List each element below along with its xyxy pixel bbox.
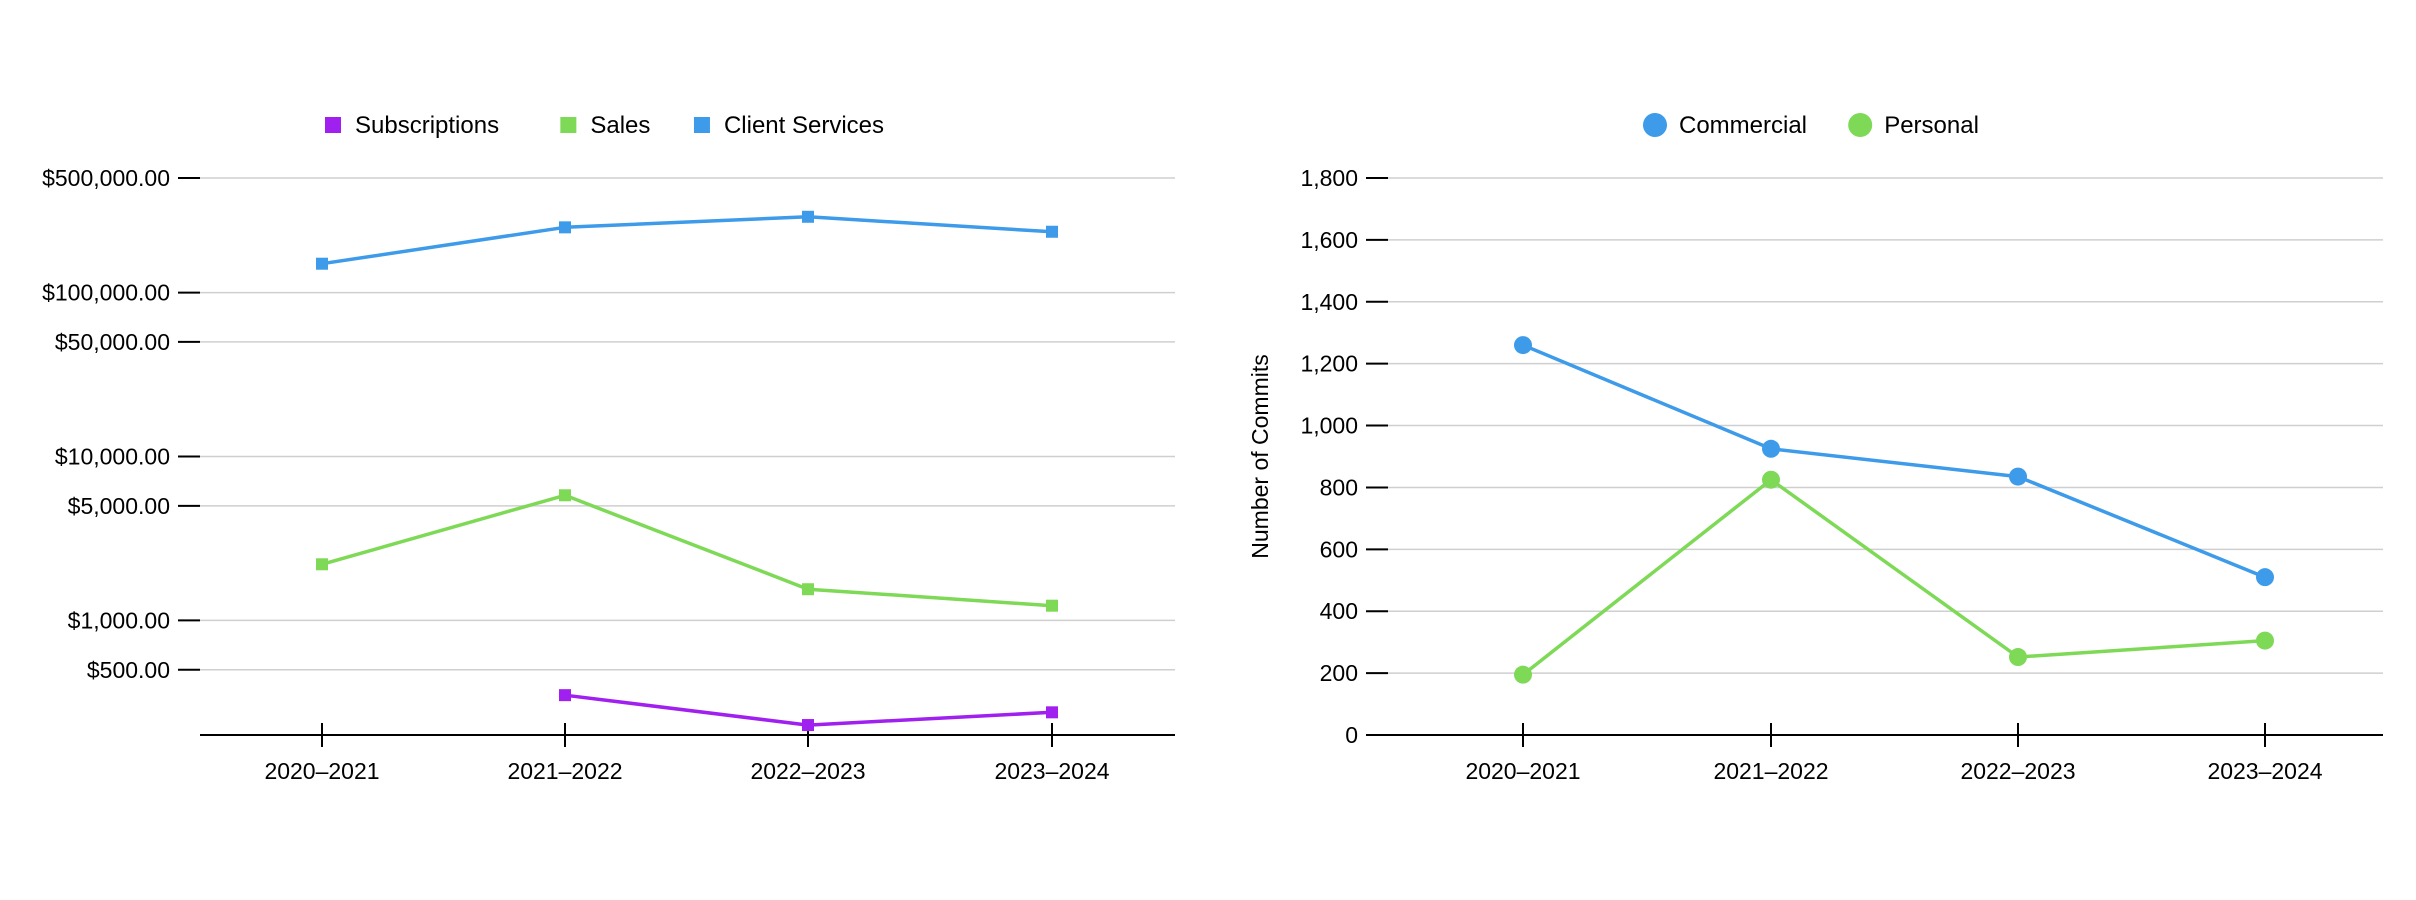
y-tick-label: 0: [1345, 722, 1358, 748]
y-tick-label: 1,400: [1300, 289, 1358, 315]
data-point-client-services: [1046, 225, 1058, 238]
x-tick-label: 2022–2023: [750, 758, 865, 784]
data-point-personal: [2256, 631, 2274, 650]
data-point-commercial: [1514, 336, 1532, 355]
legend-label-commercial: Commercial: [1679, 112, 1807, 139]
x-tick-label: 2023–2024: [2207, 758, 2322, 784]
data-point-personal: [1762, 470, 1780, 489]
y-tick-label: $10,000.00: [55, 444, 170, 470]
data-point-client-services: [316, 257, 328, 270]
y-tick-label: $5,000.00: [68, 493, 170, 519]
x-tick-label: 2022–2023: [1960, 758, 2075, 784]
data-point-sales: [802, 583, 814, 596]
data-point-commercial: [2256, 568, 2274, 587]
y-tick-label: 600: [1320, 536, 1358, 562]
data-point-subscriptions: [559, 689, 571, 702]
y-tick-label: $50,000.00: [55, 329, 170, 355]
y-tick-label: $500.00: [87, 657, 170, 683]
series-line-sales: [321, 493, 1053, 608]
y-tick-label: $1,000.00: [68, 607, 170, 633]
data-point-client-services: [802, 210, 814, 223]
y-tick-label: 800: [1320, 474, 1358, 500]
legend-label-personal: Personal: [1884, 112, 1979, 139]
series-line-client-services: [321, 215, 1053, 266]
y-tick-label: 1,200: [1300, 351, 1358, 377]
legend-label-client-services: Client Services: [724, 112, 884, 139]
legend-label-sales: Sales: [590, 112, 650, 139]
commits-chart: 1,800 1,600 1,400 1,200 1,000 800 600 400 200 0 20…: [1247, 112, 2383, 784]
y-tick-label: 1,000: [1300, 413, 1358, 439]
y-tick-label: 1,800: [1300, 165, 1358, 191]
legend-swatch-client-services: [693, 117, 710, 133]
series-line-commercial: [1522, 343, 2266, 579]
y-tick-label: 1,600: [1300, 227, 1358, 253]
legend-swatch-sales: [560, 117, 577, 133]
data-point-commercial: [1762, 439, 1780, 458]
x-tick-label: 2021–2022: [1713, 758, 1828, 784]
x-tick-label: 2021–2022: [507, 758, 622, 784]
y-tick-label: 400: [1320, 598, 1358, 624]
data-point-client-services: [559, 221, 571, 234]
revenue-chart: $500,000.00 $100,000.00 $50,000.00 $10,000.…: [42, 112, 1175, 784]
series-line-personal: [1521, 477, 2266, 677]
data-point-personal: [1514, 665, 1532, 684]
data-point-subscriptions: [802, 719, 814, 732]
x-tick-label: 2020–2021: [264, 758, 379, 784]
x-tick-label: 2023–2024: [994, 758, 1109, 784]
data-point-commercial: [2009, 467, 2027, 486]
data-point-personal: [2009, 648, 2027, 667]
x-tick-label: 2020–2021: [1465, 758, 1580, 784]
legend-swatch-personal: [1848, 113, 1873, 137]
data-point-sales: [316, 558, 328, 571]
y-axis-title: Number of Commits: [1247, 354, 1273, 558]
legend-swatch-commercial: [1643, 113, 1667, 137]
y-tick-label: $100,000.00: [42, 280, 170, 306]
data-point-sales: [1046, 599, 1058, 612]
legend-swatch-subscriptions: [325, 117, 341, 133]
y-tick-label: $500,000.00: [42, 165, 170, 191]
y-tick-label: 200: [1320, 660, 1358, 686]
data-point-subscriptions: [1046, 706, 1058, 719]
legend-label-subscriptions: Subscriptions: [355, 112, 499, 139]
data-point-sales: [559, 489, 571, 502]
